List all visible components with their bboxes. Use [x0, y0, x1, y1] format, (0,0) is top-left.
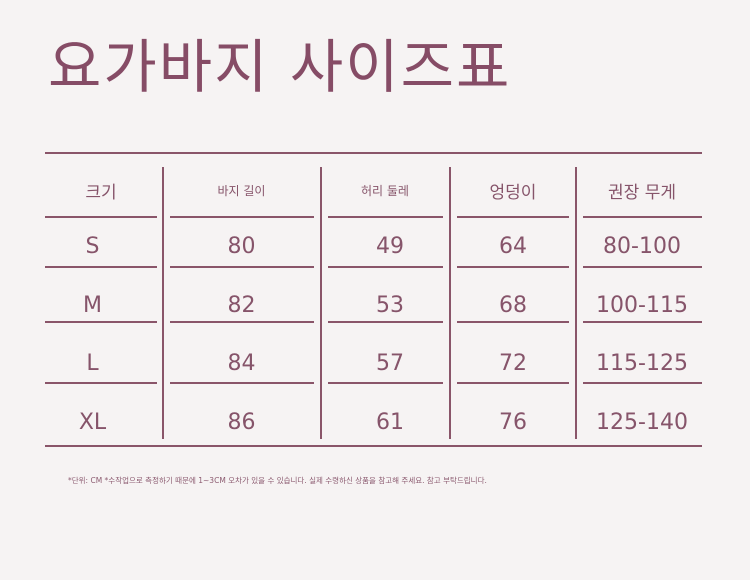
header-size: 크기	[85, 183, 117, 203]
row-separator	[328, 382, 443, 384]
cell-hip: 76	[499, 410, 527, 435]
header-pants-length: 바지 길이	[217, 184, 266, 198]
cell-weight: 125-140	[596, 410, 688, 435]
row-separator	[170, 216, 314, 218]
table-bottom-border	[45, 445, 702, 447]
row-separator	[170, 266, 314, 268]
column-divider	[162, 167, 164, 439]
cell-weight: 115-125	[596, 351, 688, 376]
row-separator	[583, 216, 702, 218]
header-waist: 허리 둘레	[361, 184, 409, 198]
cell-hip: 64	[499, 234, 527, 259]
row-separator	[583, 266, 702, 268]
row-separator	[457, 266, 569, 268]
cell-size: XL	[78, 410, 107, 435]
row-separator	[45, 266, 157, 268]
row-separator	[170, 382, 314, 384]
row-separator	[583, 382, 702, 384]
row-separator	[457, 216, 569, 218]
cell-pants-length: 86	[227, 410, 256, 435]
footnote: *단위: CM *수작업으로 측정하기 때문에 1~3CM 오차가 있을 수 있…	[68, 476, 487, 485]
cell-size: L	[86, 351, 99, 376]
header-hip: 엉덩이	[489, 183, 537, 203]
page-title: 요가바지 사이즈표	[48, 33, 512, 101]
cell-pants-length: 80	[227, 234, 256, 259]
cell-waist: 49	[376, 234, 404, 259]
cell-waist: 61	[376, 410, 404, 435]
column-divider	[320, 167, 322, 439]
column-divider	[449, 167, 451, 439]
row-separator	[583, 321, 702, 323]
row-separator	[45, 321, 157, 323]
row-separator	[328, 216, 443, 218]
table-top-border	[45, 152, 702, 154]
row-separator	[457, 382, 569, 384]
cell-hip: 68	[499, 293, 527, 318]
row-separator	[45, 382, 157, 384]
cell-waist: 57	[376, 351, 404, 376]
row-separator	[45, 216, 157, 218]
cell-weight: 80-100	[603, 234, 681, 259]
column-divider	[575, 167, 577, 439]
cell-size: S	[85, 234, 100, 259]
cell-pants-length: 84	[227, 351, 256, 376]
cell-weight: 100-115	[596, 293, 688, 318]
cell-waist: 53	[376, 293, 404, 318]
cell-size: M	[83, 293, 102, 318]
header-weight: 권장 무게	[608, 183, 676, 203]
cell-pants-length: 82	[227, 293, 256, 318]
row-separator	[457, 321, 569, 323]
row-separator	[328, 266, 443, 268]
row-separator	[328, 321, 443, 323]
row-separator	[170, 321, 314, 323]
cell-hip: 72	[499, 351, 527, 376]
